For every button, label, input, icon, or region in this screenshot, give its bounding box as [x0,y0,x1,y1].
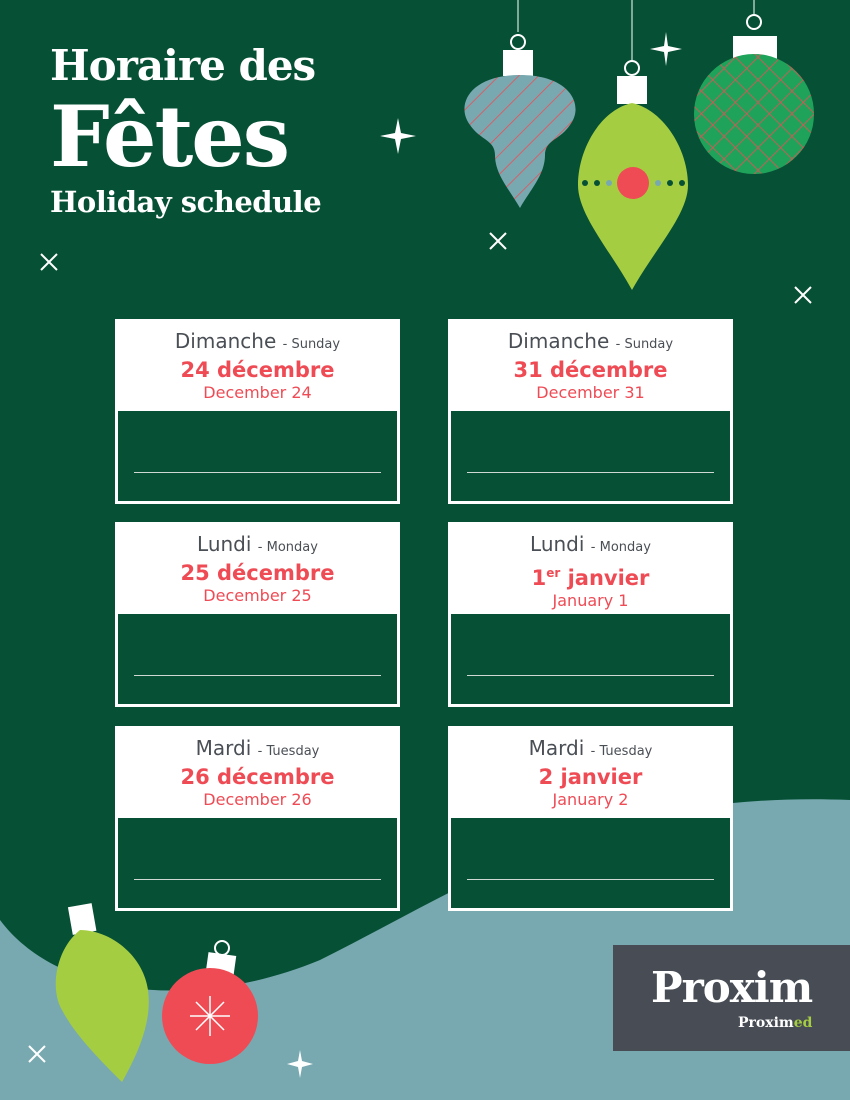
date-fr-rest: janvier [560,566,650,590]
schedule-card: Dimanche - Sunday 31 décembre December 3… [448,319,733,504]
day-en: - Tuesday [590,744,653,759]
date-fr-label: 2 janvier [448,764,733,790]
date-en: January 1 [552,591,629,610]
card-header: Dimanche - Sunday 31 décembre December 3… [448,319,733,409]
day-fr: Mardi [528,736,585,760]
date-fr-label: 26 décembre [115,764,400,790]
date-fr-label: 31 décembre [448,357,733,383]
date-en: December 24 [203,383,312,402]
date-fr: 24 décembre [180,358,335,382]
day-fr: Lundi [530,532,585,556]
date-fr-label: 24 décembre [115,357,400,383]
hours-line [134,879,381,880]
hours-field[interactable] [451,818,730,908]
day-en: - Monday [590,540,651,555]
day-label: Dimanche - Sunday [448,329,733,357]
day-label: Mardi - Tuesday [448,736,733,764]
hours-line [134,675,381,676]
sparkle-icons [287,32,682,1078]
ornament-bottom-lime-icon [55,903,149,1082]
day-label: Mardi - Tuesday [115,736,400,764]
day-fr: Lundi [197,532,252,556]
schedule-card: Mardi - Tuesday 26 décembre December 26 [115,726,400,911]
logo-main: Proxim [651,963,813,1012]
ornament-lime-icon [578,0,688,290]
ornament-green-icon [694,0,814,174]
hours-field[interactable] [451,614,730,704]
date-fr: 26 décembre [180,765,335,789]
day-label: Lundi - Monday [448,532,733,560]
schedule-card: Mardi - Tuesday 2 janvier January 2 [448,726,733,911]
logo-sub: Proximed [738,1015,812,1031]
date-fr: 25 décembre [180,561,335,585]
hours-line [467,675,714,676]
date-en: December 31 [536,383,645,402]
proxim-logo: Proxim Proximed [613,945,850,1051]
hours-line [467,472,714,473]
hours-field[interactable] [118,411,397,501]
date-fr-label: 1er janvier [448,560,733,591]
title-line2: Fêtes [50,87,290,186]
day-label: Lundi - Monday [115,532,400,560]
card-header: Mardi - Tuesday 2 janvier January 2 [448,726,733,816]
page-title: Horaire des Fêtes Holiday schedule [50,40,322,222]
schedule-card: Dimanche - Sunday 24 décembre December 2… [115,319,400,504]
hours-line [134,472,381,473]
date-fr: 1 [531,566,547,590]
ornament-teal-icon [464,0,576,208]
date-fr: 2 janvier [538,765,643,789]
day-en: - Sunday [615,337,674,352]
hours-field[interactable] [118,614,397,704]
day-fr: Dimanche [507,329,610,353]
day-fr: Dimanche [174,329,277,353]
card-header: Lundi - Monday 25 décembre December 25 [115,522,400,612]
day-fr: Mardi [195,736,252,760]
date-fr-sup: er [546,566,561,580]
day-en: - Tuesday [257,744,320,759]
schedule-card: Lundi - Monday 25 décembre December 25 [115,522,400,707]
day-en: - Sunday [282,337,341,352]
ornament-bottom-red-icon [162,940,258,1064]
card-header: Dimanche - Sunday 24 décembre December 2… [115,319,400,409]
date-en: December 26 [203,790,312,809]
card-header: Mardi - Tuesday 26 décembre December 26 [115,726,400,816]
logo-sub-a: Proxim [738,1015,794,1031]
date-fr: 31 décembre [513,358,668,382]
hours-field[interactable] [451,411,730,501]
date-en: December 25 [203,586,312,605]
cross-icons [28,232,812,1063]
day-en: - Monday [257,540,318,555]
day-label: Dimanche - Sunday [115,329,400,357]
schedule-card: Lundi - Monday 1er janvier January 1 [448,522,733,707]
logo-sub-b: ed [793,1015,813,1031]
hours-field[interactable] [118,818,397,908]
title-line1: Horaire des [50,41,316,90]
title-line3: Holiday schedule [50,185,322,219]
date-fr-label: 25 décembre [115,560,400,586]
hours-line [467,879,714,880]
card-header: Lundi - Monday 1er janvier January 1 [448,522,733,612]
date-en: January 2 [552,790,629,809]
